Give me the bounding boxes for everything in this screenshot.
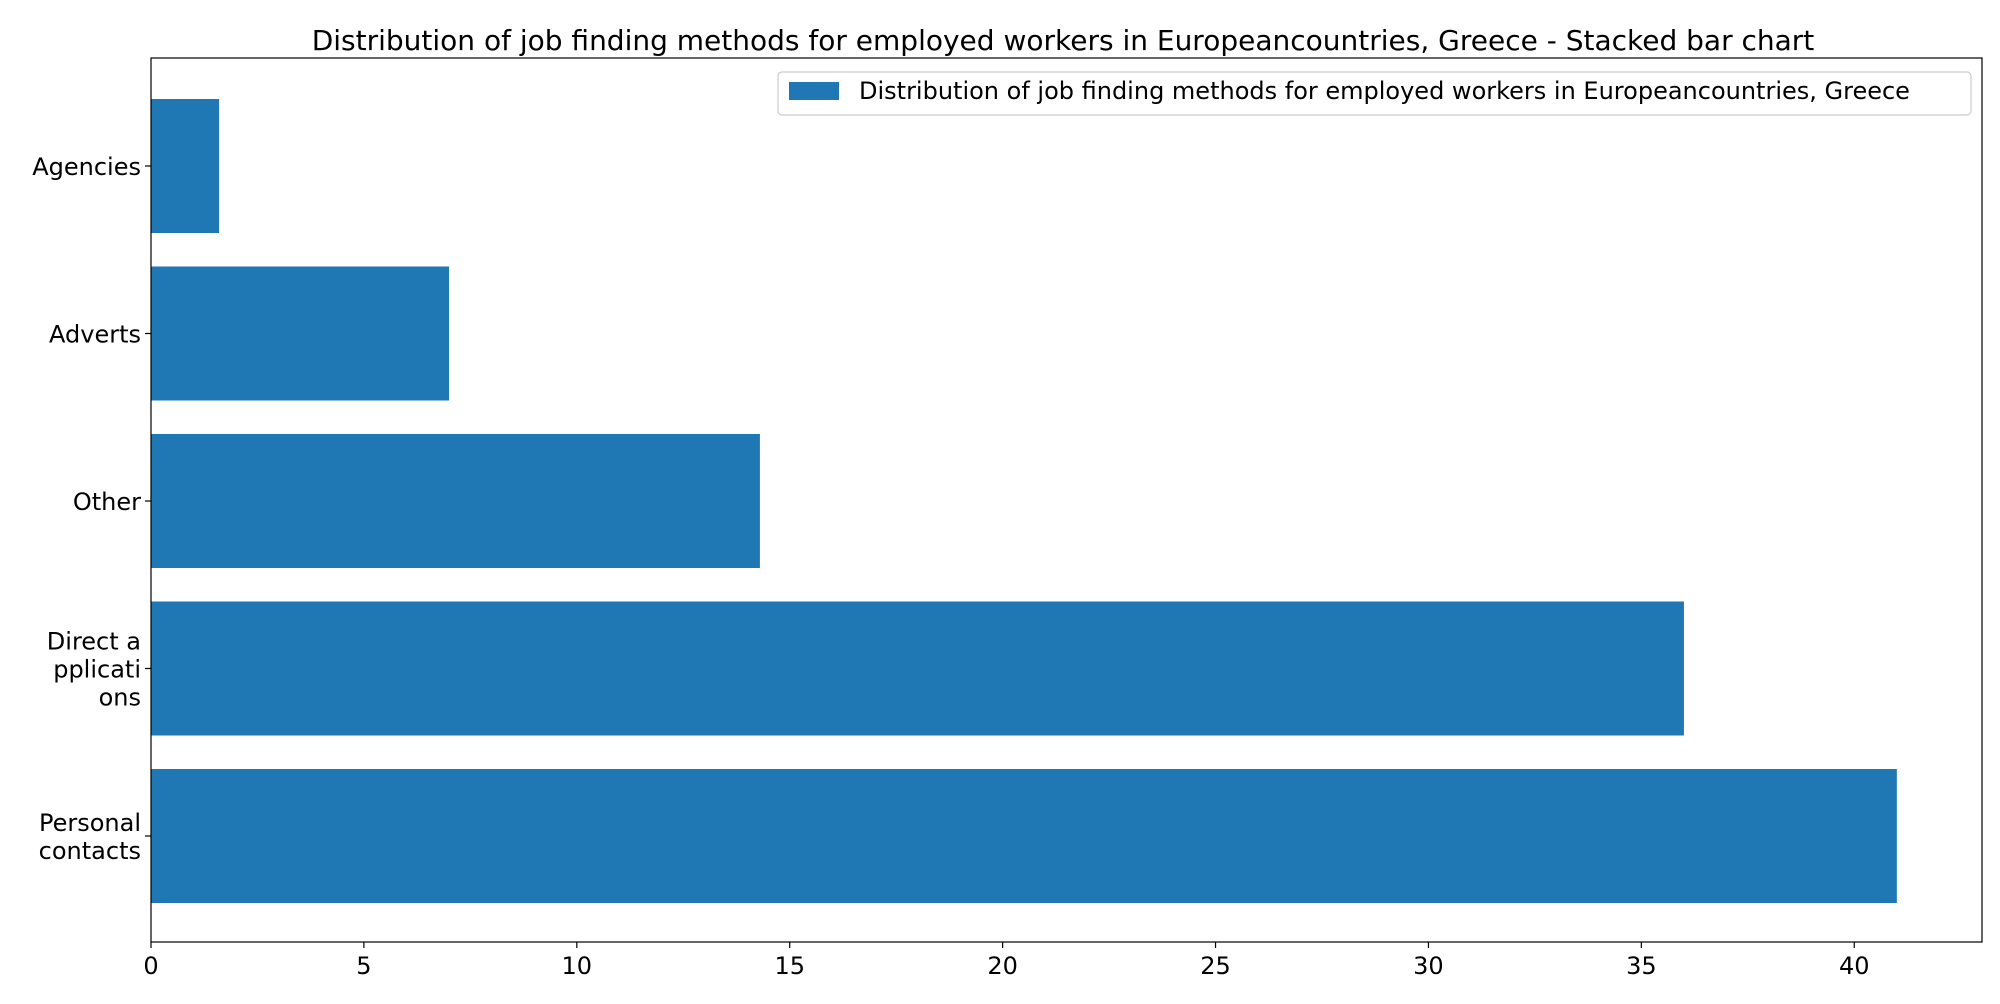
x-tick-label: 35 <box>1626 952 1657 980</box>
bar <box>151 266 450 401</box>
bars-layer <box>151 99 1897 903</box>
legend-label: Distribution of job finding methods for … <box>859 77 1910 105</box>
bar <box>151 769 1897 903</box>
bar <box>151 99 220 233</box>
x-tick-label: 10 <box>562 952 593 980</box>
x-tick-label: 25 <box>1200 952 1231 980</box>
x-axis: 0 5 10 15 20 25 30 35 40 <box>143 942 1870 980</box>
x-tick-label: 40 <box>1839 952 1870 980</box>
y-tick-label: Adverts <box>49 321 141 349</box>
legend: Distribution of job finding methods for … <box>777 71 1972 116</box>
y-tick-label: Agencies <box>32 153 141 181</box>
y-axis: Personal contacts Direct a pplicati ons Other… <box>32 153 151 865</box>
bar <box>151 434 760 568</box>
y-tick-label: Other <box>73 488 141 516</box>
y-tick-label: Personal contacts <box>39 809 141 865</box>
x-tick-label: 0 <box>143 952 158 980</box>
y-tick-label: Direct a pplicati ons <box>47 628 141 712</box>
x-tick-label: 15 <box>774 952 805 980</box>
legend-swatch <box>789 82 839 100</box>
x-tick-label: 20 <box>987 952 1018 980</box>
bar <box>151 601 1684 736</box>
plot-frame <box>150 57 1983 943</box>
x-tick-label: 30 <box>1413 952 1444 980</box>
x-tick-label: 5 <box>356 952 371 980</box>
chart-title: Distribution of job finding methods for … <box>312 24 1815 57</box>
legend-box <box>777 71 1972 116</box>
